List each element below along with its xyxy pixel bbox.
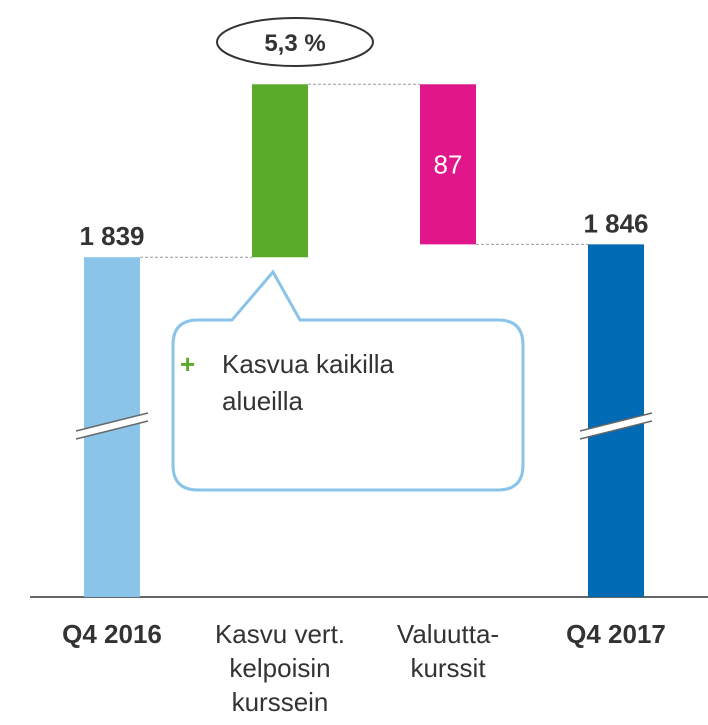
bar (420, 84, 476, 245)
x-tick-label: Kasvu vert. kelpoisin kurssein (214, 619, 346, 717)
value-label: 1 846 (583, 208, 648, 238)
bar (252, 84, 308, 258)
axis-break-line (75, 412, 149, 432)
axis-break (76, 413, 148, 439)
annotation-ellipse (216, 17, 374, 67)
value-label: 1 839 (79, 221, 144, 251)
callout-text: Kasvua kaikilla alueilla (222, 349, 394, 416)
annotation: 5,3 % (264, 30, 325, 57)
value-label: 87 (434, 149, 463, 179)
callout: + Kasvua kaikilla alueilla (180, 346, 510, 420)
callout-marker: + (180, 349, 196, 379)
x-tick-label: Valuutta-kurssit (396, 619, 500, 683)
axis-break-line (579, 420, 653, 440)
axis-break-line (579, 412, 653, 432)
axis-break (580, 413, 652, 439)
x-tick-label: Q4 2016 (62, 619, 162, 649)
x-tick-label: Q4 2017 (566, 619, 666, 649)
callout-box (171, 269, 525, 492)
axis-break-line (75, 420, 149, 440)
